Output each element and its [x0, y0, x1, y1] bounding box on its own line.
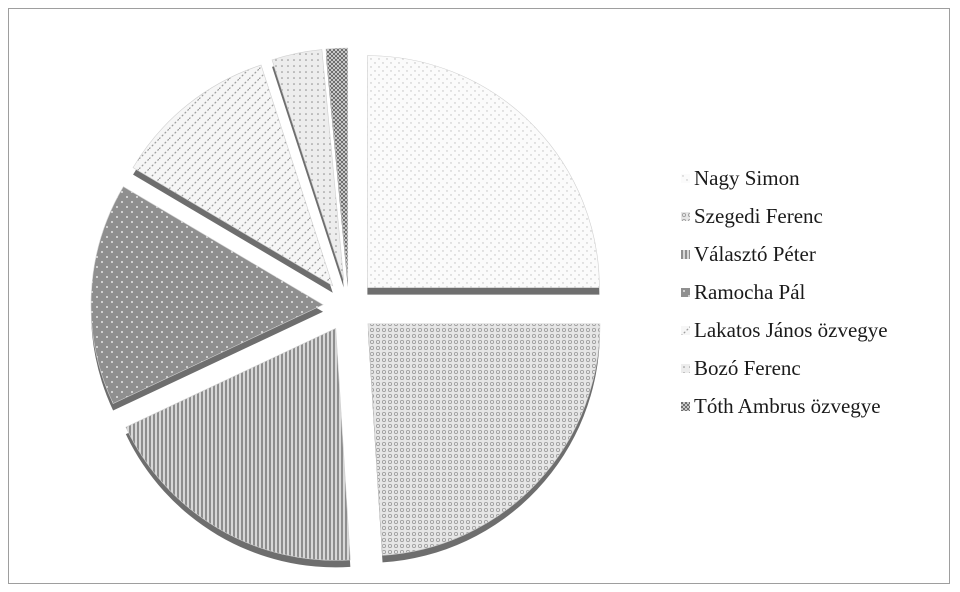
legend-label: Nagy Simon: [694, 165, 800, 190]
legend-label: Bozó Ferenc: [694, 355, 801, 380]
legend-swatch: [681, 401, 690, 411]
pie-slice-1: [367, 55, 600, 288]
pie-slice-5: [132, 64, 334, 287]
legend: Nagy Simon Szegedi Ferenc Választó Péter Ra…: [681, 159, 888, 425]
pie-slice-2: [367, 323, 601, 556]
legend-item: Nagy Simon: [681, 159, 888, 197]
legend-swatch: [681, 211, 690, 221]
pie-slice-4: [90, 186, 324, 404]
pie-slice-6: [271, 49, 345, 281]
legend-label: Tóth Ambrus özvegye: [694, 393, 881, 418]
legend-item: Lakatos János özvegye: [681, 311, 888, 349]
pie-slice-7: [325, 47, 349, 281]
legend-item: Bozó Ferenc: [681, 349, 888, 387]
legend-swatch: [681, 363, 690, 373]
legend-item: Szegedi Ferenc: [681, 197, 888, 235]
legend-swatch: [681, 325, 690, 335]
legend-item: Tóth Ambrus özvegye: [681, 387, 888, 425]
chart-area: Nagy Simon Szegedi Ferenc Választó Péter Ra…: [8, 8, 950, 584]
pie-slice-3: [125, 327, 351, 561]
legend-item: Ramocha Pál: [681, 273, 888, 311]
legend-swatch: [681, 173, 690, 183]
legend-label: Lakatos János özvegye: [694, 317, 888, 342]
legend-label: Ramocha Pál: [694, 279, 806, 304]
pie-chart: [90, 47, 601, 568]
legend-label: Választó Péter: [694, 241, 816, 266]
legend-swatch: [681, 249, 690, 259]
legend-label: Szegedi Ferenc: [694, 203, 823, 228]
legend-swatch: [681, 287, 690, 297]
legend-item: Választó Péter: [681, 235, 888, 273]
